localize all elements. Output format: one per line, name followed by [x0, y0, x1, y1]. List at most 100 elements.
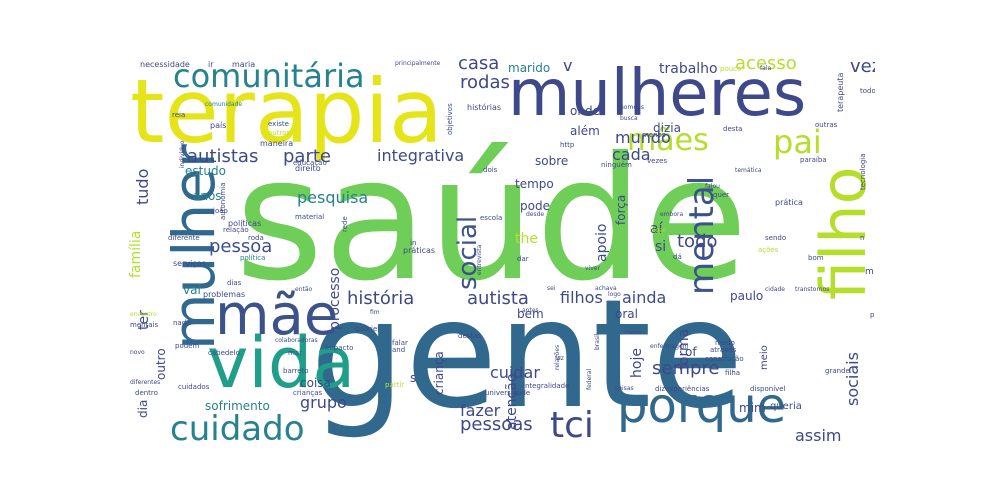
word-educacao: educação — [293, 159, 327, 167]
word-lugar: lugar — [650, 227, 666, 234]
word-dia: dia — [136, 399, 150, 418]
word-necessidade: necessidade — [140, 60, 190, 69]
word-saude: saúde — [235, 121, 748, 319]
word-meio: meio — [759, 345, 770, 370]
word-ir: ir — [208, 60, 214, 69]
word-nada: nada — [173, 319, 191, 327]
word-outro: outro — [154, 348, 168, 380]
word-encontro: encontro — [130, 311, 157, 318]
word-podem: podem — [175, 342, 200, 350]
word-cidade: cidade — [765, 286, 785, 293]
word-vai: vai — [183, 283, 201, 297]
word-pratica: prática — [775, 198, 803, 207]
word-pessoa: pessoa — [209, 236, 273, 257]
word-cuidado: cuidado — [170, 409, 305, 449]
word-si: si — [655, 239, 667, 255]
word-historias: histórias — [467, 103, 502, 112]
word-sofrimento: sofrimento — [205, 399, 270, 413]
word-paraiba: paraíba — [800, 156, 827, 164]
word-s: s — [410, 371, 417, 385]
word-filhos: filhos — [560, 288, 603, 307]
word-the: the — [515, 231, 538, 247]
word-busca: busca — [620, 115, 638, 122]
word-rodas: rodas — [460, 72, 510, 93]
word-direito: direito — [295, 164, 321, 173]
word-and: and — [392, 346, 406, 354]
word-oral: oral — [615, 307, 638, 321]
word-queria: queria — [770, 401, 802, 412]
word-praia: praia — [870, 311, 875, 319]
word-da: dá — [673, 253, 682, 261]
word-integralidade: integralidade — [523, 382, 570, 390]
word-dias: dias — [227, 279, 242, 287]
word-disponivel: disponível — [750, 385, 786, 393]
word-paulo: paulo — [730, 289, 764, 303]
word-falou: falou — [705, 183, 720, 190]
word-coisa: coisa — [300, 376, 331, 390]
word-impacto: impacto — [325, 344, 354, 352]
word-colaboradoras: colaboradoras — [275, 337, 318, 344]
word-outras: outras — [815, 121, 838, 129]
word-familia: família — [128, 230, 144, 278]
word-roda: roda — [248, 234, 264, 242]
word-of: of — [685, 345, 697, 359]
word-tempo: tempo — [515, 177, 554, 191]
word-sendo: sendo — [765, 234, 787, 242]
word-material: material — [295, 213, 325, 221]
word-mae: mãe — [215, 283, 339, 348]
word-medo: medo — [715, 339, 735, 347]
word-diz: diz — [655, 385, 666, 393]
word-federal: federal — [586, 368, 593, 390]
word-vezes: vezes — [647, 157, 668, 165]
word-terapia: terapia — [130, 60, 443, 163]
word-acoes: ações — [758, 246, 779, 254]
word-pouco: pouco — [720, 65, 742, 73]
word-in: in — [410, 239, 417, 247]
word-m: m — [865, 267, 874, 277]
word-coisas: coisas — [615, 385, 634, 392]
word-cuidados: cuidados — [178, 383, 210, 391]
word-fim: fim — [370, 309, 380, 316]
word-enfermagem: enfermagem — [650, 343, 689, 350]
word-mentais: mentais — [130, 321, 159, 329]
word-assim: assim — [795, 426, 842, 445]
word-pais: país — [210, 121, 227, 130]
word-acesso: acesso — [735, 53, 797, 74]
word-construcao: construção — [705, 355, 744, 363]
word-destas: destas — [458, 332, 482, 340]
word-onde: onde — [570, 104, 600, 118]
word-joao: joão — [213, 207, 228, 215]
word-tudo: tudo — [133, 168, 152, 205]
word-trabalho: trabalho — [659, 61, 718, 77]
word-comunitaria: comunitária — [173, 57, 365, 95]
word-experiencias: experiências — [665, 385, 710, 393]
word-alem: além — [570, 124, 600, 138]
word-autista: autista — [467, 288, 529, 309]
word-antes: antes — [522, 307, 539, 314]
word-fazer: fazer — [460, 401, 501, 420]
word-http: http — [560, 141, 575, 149]
word-atraves: através — [710, 346, 737, 354]
word-grupo: grupo — [300, 393, 347, 412]
word-gabriel: gabriel — [355, 325, 380, 333]
word-praticas: práticas — [403, 246, 436, 255]
word-diferente: diferente — [168, 234, 200, 242]
word-mim: mim — [739, 401, 766, 415]
word-terapeuta: terapeuta — [836, 72, 845, 112]
word-sei: sei — [547, 285, 556, 292]
word-pesquisa: pesquisa — [297, 188, 369, 207]
word-problemas: problemas — [203, 290, 246, 299]
word-vez: vez — [850, 56, 875, 77]
word-maior: maior — [625, 329, 643, 336]
word-forca: força — [614, 194, 628, 225]
word-cabedelo: cabedelo — [208, 349, 240, 357]
word-dentro: dentro — [135, 389, 158, 397]
word-faz: faz — [555, 355, 564, 362]
word-apoio: apoio — [594, 223, 610, 263]
word-principalmente: principalmente — [395, 60, 441, 67]
word-quer: quer — [713, 191, 730, 199]
word-maes: mães — [627, 123, 709, 158]
word-embora: embora — [660, 211, 684, 218]
word-sobre: sobre — [535, 154, 569, 168]
word-hoje: hoje — [629, 348, 645, 378]
